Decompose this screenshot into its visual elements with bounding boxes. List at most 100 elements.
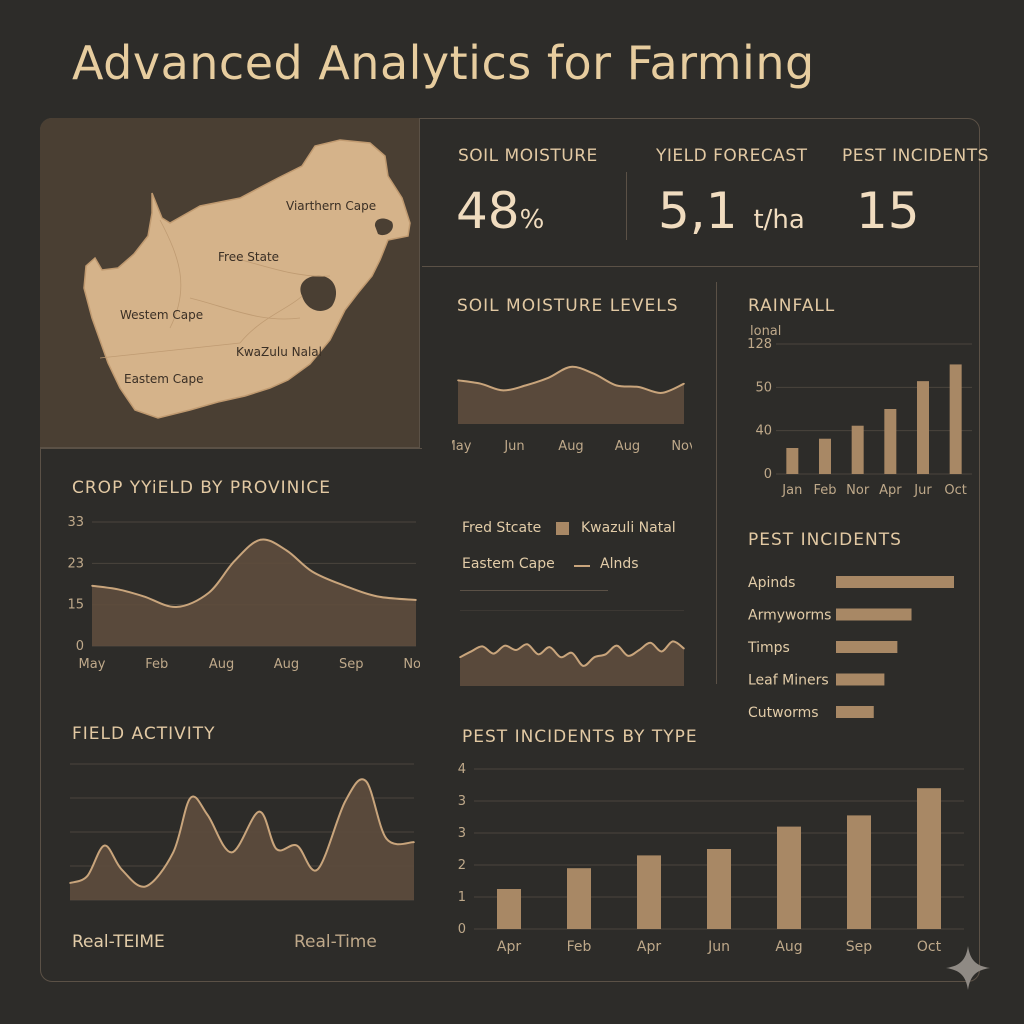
data-point — [459, 656, 461, 658]
data-point — [638, 386, 640, 388]
x-tick-label: Aug — [615, 439, 640, 454]
data-point — [592, 372, 595, 375]
data-point — [604, 653, 607, 656]
data-point — [285, 549, 288, 552]
pest-incidents-chart-title: PEST INCIDENTS — [748, 530, 902, 550]
x-tick-label: Aug — [209, 657, 234, 672]
field-activity-footer-left: Real-TEIME — [72, 932, 165, 952]
rainfall-chart-title: RAINFALL — [748, 296, 836, 316]
data-point — [296, 844, 298, 847]
y-tick-label: 2 — [458, 858, 466, 873]
x-tick-label: Apr — [637, 939, 661, 955]
kpi-soil-moisture-number: 48 — [456, 182, 520, 240]
x-tick-label: Oct — [917, 939, 942, 955]
x-tick-label: Nor — [846, 483, 870, 498]
pest-bar — [836, 576, 954, 588]
rainfall-bar — [884, 409, 897, 474]
x-tick-label: Nov — [671, 439, 692, 454]
data-point — [103, 844, 106, 847]
pest-type-bar — [707, 849, 731, 929]
data-point — [660, 392, 663, 394]
data-point — [660, 650, 663, 653]
data-point — [479, 382, 482, 385]
pest-type-bar — [917, 788, 941, 929]
section-divider — [40, 448, 422, 449]
pest-type-bar — [847, 815, 871, 929]
rainfall-bar — [917, 381, 929, 474]
crop-yield-chart-title: CROP YYiELD BY PROVINICE — [72, 478, 331, 498]
pest-type-bar — [637, 855, 661, 929]
rainfall-chart: 0 40 50 128 Jan Feb Nor Apr Jur Oct — [747, 337, 972, 498]
x-tick-label: Oct — [944, 483, 966, 498]
pest-bar — [836, 706, 874, 718]
data-point — [616, 644, 618, 647]
data-point — [259, 538, 262, 541]
data-point — [571, 652, 573, 654]
data-point — [492, 652, 495, 655]
x-tick-label: Sep — [846, 939, 873, 955]
area-fill — [458, 366, 684, 424]
pest-by-type-chart-title: PEST INCIDENTS BY TYPE — [462, 727, 698, 747]
kpi-yield-forecast-value: 5,1 t/ha — [658, 182, 805, 240]
province-map: Viarthern Cape Free State Westem Cape Kw… — [83, 139, 411, 419]
province-trend-chart — [459, 610, 685, 686]
legend-square-swatch — [556, 522, 569, 535]
legend-divider — [460, 590, 608, 591]
map-label: Eastem Cape — [124, 372, 204, 386]
pest-incidents-chart: Apinds Armyworms Timps Leaf Miners Cutworms — [747, 575, 954, 721]
y-tick-label: Apinds — [748, 575, 795, 591]
data-point — [311, 570, 314, 573]
field-activity-chart-title: FIELD ACTIVITY — [72, 724, 216, 744]
dashboard-frame — [40, 118, 980, 982]
soil-moisture-chart: May Jun Aug Aug Nov — [452, 365, 692, 454]
data-point — [672, 640, 674, 643]
data-point — [560, 656, 562, 658]
x-tick-label: Apr — [879, 483, 902, 498]
legend-line-swatch — [574, 565, 590, 567]
legend-item: Alnds — [600, 556, 639, 572]
data-point — [470, 650, 472, 653]
data-point — [258, 810, 260, 813]
data-point — [172, 851, 174, 854]
y-tick-label: 23 — [67, 556, 84, 571]
south-africa-map-shape[interactable] — [83, 139, 411, 419]
data-point — [91, 584, 93, 587]
y-tick-label: Cutworms — [748, 705, 819, 721]
data-point — [457, 379, 459, 382]
map-panel: Viarthern Cape Free State Westem Cape Kw… — [40, 118, 420, 448]
data-point — [413, 841, 415, 843]
data-point — [144, 885, 147, 888]
kpi-yield-forecast-unit: t/ha — [753, 205, 805, 235]
data-point — [582, 665, 584, 667]
data-point — [548, 646, 551, 648]
kpi-pest-incidents-value: 15 — [856, 182, 920, 240]
x-tick-label: May — [79, 657, 106, 672]
data-point — [683, 647, 685, 650]
data-point — [233, 560, 236, 562]
data-point — [316, 868, 319, 871]
x-tick-label: Jun — [707, 939, 730, 955]
y-tick-label: 128 — [747, 337, 772, 352]
data-point — [275, 848, 278, 850]
x-tick-label: Feb — [813, 483, 836, 498]
legend-item: Fred Stcate — [462, 520, 542, 536]
kpi-pest-incidents-label: PEST INCIDENTS — [842, 146, 989, 166]
legend-item: Eastem Cape — [462, 556, 555, 572]
rainfall-bar — [949, 364, 962, 474]
data-point — [593, 656, 596, 658]
map-label: Westem Cape — [120, 308, 203, 322]
swaziland-shape — [374, 218, 393, 236]
kpi-divider — [626, 172, 627, 240]
data-point — [206, 814, 209, 816]
pest-type-bar — [567, 868, 591, 929]
x-tick-label: Jan — [781, 483, 802, 498]
pest-bar — [836, 673, 885, 686]
data-point — [481, 645, 484, 648]
x-tick-label: Nov — [403, 657, 420, 672]
y-tick-label: 1 — [458, 890, 466, 905]
area-fill — [92, 539, 416, 646]
data-point — [638, 649, 640, 651]
kpi-yield-forecast-number: 5,1 — [658, 182, 738, 240]
map-label: Viarthern Cape — [286, 199, 376, 213]
x-tick-label: Sep — [339, 657, 364, 672]
